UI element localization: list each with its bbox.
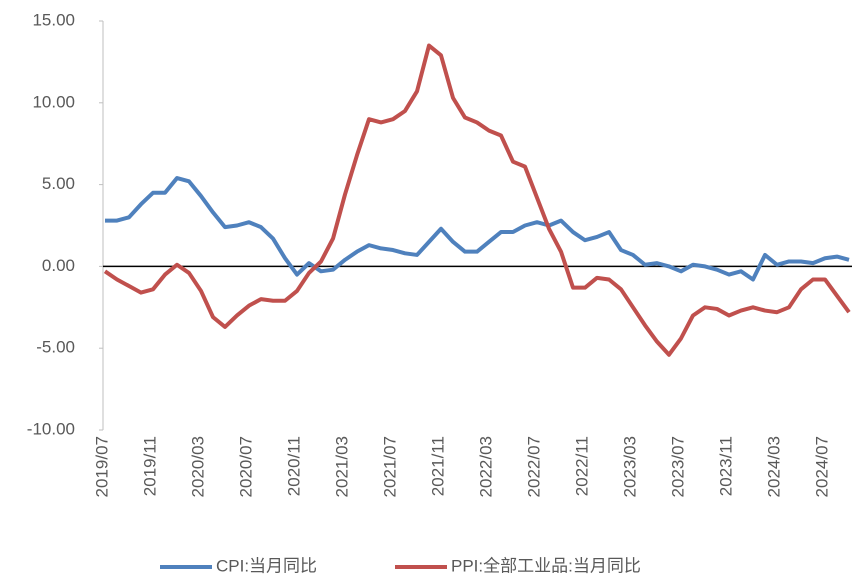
y-tick-label: 10.00 bbox=[32, 92, 75, 111]
x-tick-label: 2022/07 bbox=[524, 436, 543, 497]
y-tick-label: 15.00 bbox=[32, 10, 75, 29]
x-tick-label: 2019/11 bbox=[140, 436, 159, 496]
y-tick-label: 0.00 bbox=[42, 256, 75, 275]
y-tick-label: 5.00 bbox=[42, 174, 75, 193]
legend-label: PPI:全部工业品:当月同比 bbox=[451, 556, 641, 575]
series-line bbox=[103, 43, 851, 357]
legend-label: CPI:当月同比 bbox=[216, 556, 317, 575]
x-tick-label: 2024/03 bbox=[764, 436, 783, 497]
x-tick-label: 2021/11 bbox=[428, 436, 447, 496]
x-tick-label: 2021/07 bbox=[380, 436, 399, 497]
x-tick-label: 2022/11 bbox=[572, 436, 591, 496]
x-tick-label: 2020/11 bbox=[284, 436, 303, 496]
x-tick-label: 2020/07 bbox=[236, 436, 255, 497]
x-tick-label: 2023/07 bbox=[668, 436, 687, 497]
x-tick-label: 2024/07 bbox=[812, 436, 831, 497]
x-tick-label: 2022/03 bbox=[476, 436, 495, 497]
x-tick-label: 2023/11 bbox=[716, 436, 735, 496]
y-tick-label: -10.00 bbox=[27, 419, 75, 438]
series-line bbox=[105, 176, 850, 282]
y-tick-label: -5.00 bbox=[36, 338, 75, 357]
x-tick-label: 2023/03 bbox=[620, 436, 639, 497]
x-tick-label: 2021/03 bbox=[332, 436, 351, 497]
x-tick-label: 2019/07 bbox=[92, 436, 111, 497]
x-tick-label: 2020/03 bbox=[188, 436, 207, 497]
